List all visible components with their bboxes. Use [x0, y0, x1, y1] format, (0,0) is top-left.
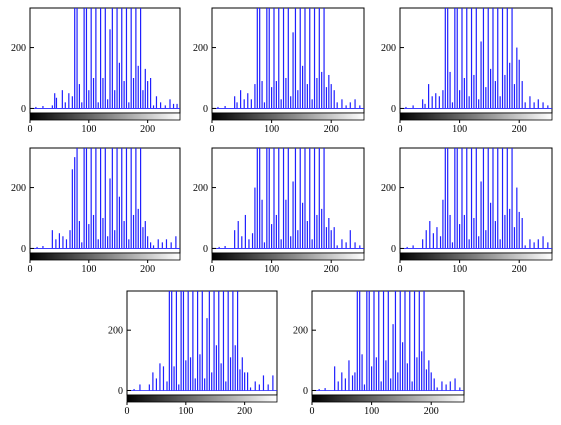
- y-tick-label: 200: [11, 183, 26, 194]
- x-tick-label: 0: [310, 406, 315, 417]
- histogram-panel: 0 200 0 100 200: [108, 290, 278, 417]
- y-tick-label: 200: [381, 183, 396, 194]
- x-tick-label: 100: [452, 124, 467, 135]
- x-tick-label: 0: [398, 264, 403, 275]
- bar-group: [400, 8, 552, 109]
- y-tick-label: 0: [203, 104, 208, 115]
- y-tick-label: 0: [203, 244, 208, 255]
- x-tick-label: 100: [452, 264, 467, 275]
- grayscale-colorbar: [399, 112, 553, 121]
- histogram-panel: 0 200 0 100 200: [293, 290, 465, 417]
- x-tick-label: 0: [125, 406, 130, 417]
- x-tick-label: 100: [364, 406, 379, 417]
- bar-group: [127, 291, 277, 391]
- y-tick-label: 0: [118, 386, 123, 397]
- x-tick-label: 200: [512, 264, 527, 275]
- histogram-panel: 0 200 0 100 200: [193, 147, 365, 275]
- x-tick-label: 200: [140, 264, 155, 275]
- histogram-panel: 0 200 0 100 200: [11, 7, 181, 135]
- grayscale-colorbar: [29, 252, 181, 261]
- grayscale-colorbar: [29, 112, 181, 121]
- grayscale-colorbar: [211, 112, 365, 121]
- grayscale-colorbar: [311, 394, 465, 403]
- x-tick-label: 100: [264, 124, 279, 135]
- y-tick-label: 0: [21, 244, 26, 255]
- bar-group: [212, 8, 364, 109]
- x-tick-label: 100: [81, 264, 96, 275]
- y-tick-label: 200: [11, 43, 26, 54]
- y-tick-label: 200: [108, 326, 123, 337]
- y-tick-label: 0: [303, 386, 308, 397]
- y-tick-label: 200: [193, 43, 208, 54]
- x-tick-label: 100: [81, 124, 96, 135]
- grayscale-colorbar: [126, 394, 278, 403]
- y-tick-label: 0: [21, 104, 26, 115]
- bar-group: [212, 148, 364, 249]
- histogram-panel: 0 200 0 100 200: [11, 147, 181, 275]
- bar-group: [400, 148, 552, 249]
- bar-group: [312, 291, 464, 391]
- x-tick-label: 100: [178, 406, 193, 417]
- histogram-panel: 0 200 0 100 200: [381, 7, 553, 135]
- histogram-panel: 0 200 0 100 200: [381, 147, 553, 275]
- x-tick-label: 200: [140, 124, 155, 135]
- bar-group: [30, 148, 180, 249]
- x-tick-label: 0: [398, 124, 403, 135]
- y-tick-label: 0: [391, 104, 396, 115]
- histogram-panel: 0 200 0 100 200: [193, 7, 365, 135]
- x-tick-label: 200: [512, 124, 527, 135]
- x-tick-label: 100: [264, 264, 279, 275]
- x-tick-label: 200: [324, 124, 339, 135]
- x-tick-label: 0: [28, 124, 33, 135]
- x-tick-label: 0: [28, 264, 33, 275]
- x-tick-label: 200: [237, 406, 252, 417]
- y-tick-label: 200: [193, 183, 208, 194]
- bar-group: [30, 8, 180, 109]
- y-tick-label: 200: [381, 43, 396, 54]
- x-tick-label: 200: [424, 406, 439, 417]
- grayscale-colorbar: [211, 252, 365, 261]
- grayscale-colorbar: [399, 252, 553, 261]
- y-tick-label: 200: [293, 326, 308, 337]
- x-tick-label: 200: [324, 264, 339, 275]
- x-tick-label: 0: [210, 124, 215, 135]
- x-tick-label: 0: [210, 264, 215, 275]
- y-tick-label: 0: [391, 244, 396, 255]
